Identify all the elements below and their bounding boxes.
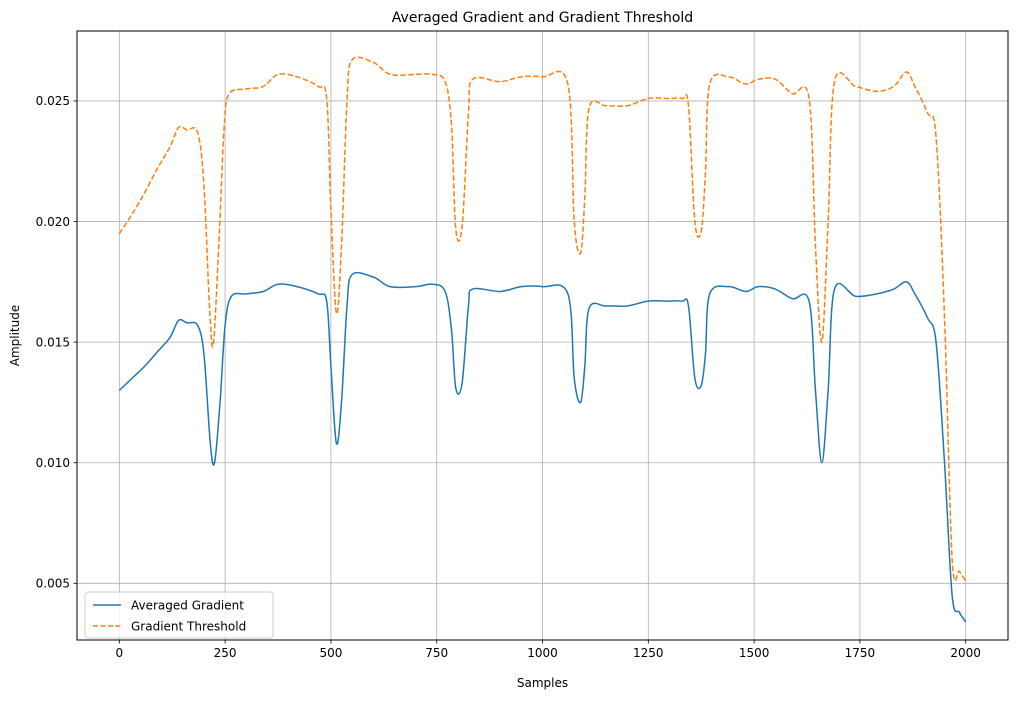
y-tick-label: 0.005 bbox=[36, 577, 70, 591]
x-tick-label: 2000 bbox=[950, 646, 981, 660]
legend-box bbox=[84, 591, 274, 639]
y-tick-label: 0.010 bbox=[36, 456, 70, 470]
x-tick-label: 1000 bbox=[527, 646, 558, 660]
legend-label-gradient-threshold: Gradient Threshold bbox=[131, 619, 246, 633]
x-tick-label: 1750 bbox=[845, 646, 876, 660]
series-layer bbox=[118, 56, 967, 623]
x-tick-label: 750 bbox=[425, 646, 448, 660]
y-tick-label: 0.020 bbox=[36, 215, 70, 229]
x-tick-label: 0 bbox=[115, 646, 123, 660]
x-tick-label: 1250 bbox=[633, 646, 664, 660]
chart-title: Averaged Gradient and Gradient Threshold bbox=[392, 10, 693, 26]
y-tick-label: 0.015 bbox=[36, 335, 70, 349]
x-tick-label: 250 bbox=[214, 646, 237, 660]
x-tick-label: 1500 bbox=[739, 646, 770, 660]
legend-label-averaged-gradient: Averaged Gradient bbox=[131, 598, 244, 612]
legend: Averaged Gradient Gradient Threshold bbox=[84, 591, 274, 639]
x-tick-label: 500 bbox=[319, 646, 342, 660]
tick-layer: 0 250 500 750 1000 1250 1500 1750 2000 0.005 0.010… bbox=[36, 94, 981, 660]
y-tick-label: 0.025 bbox=[36, 94, 70, 108]
y-axis-label: Amplitude bbox=[8, 305, 22, 367]
grid-layer bbox=[77, 31, 1008, 640]
series-line-averaged-gradient bbox=[118, 271, 967, 623]
series-line-gradient-threshold bbox=[118, 56, 967, 582]
x-axis-label: Samples bbox=[517, 676, 568, 690]
